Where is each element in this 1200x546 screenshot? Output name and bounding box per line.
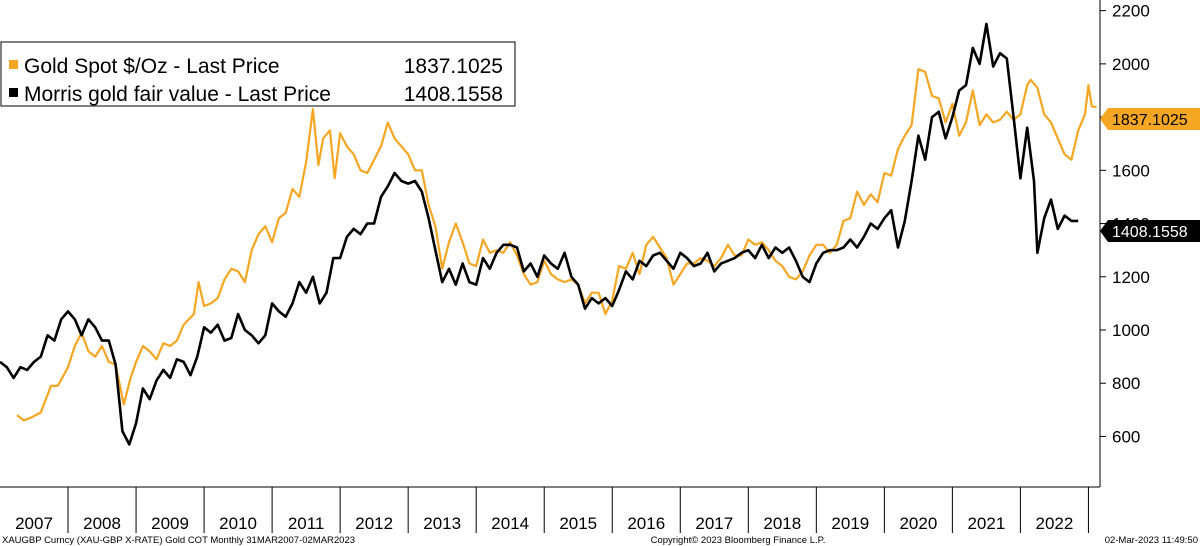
gold-value-tag: 1837.1025 (1100, 108, 1200, 130)
y-tick-label: 600 (1112, 427, 1140, 446)
x-tick-label: 2008 (83, 514, 121, 533)
footer-copyright: Copyright© 2023 Bloomberg Finance L.P. (651, 535, 826, 546)
x-tick-label: 2011 (288, 514, 325, 533)
x-tick-label: 2009 (151, 514, 189, 533)
legend: Gold Spot $/Oz - Last Price 1837.1025 Mo… (0, 41, 516, 107)
x-tick-label: 2007 (15, 514, 53, 533)
fair-value-tag-shape (1100, 220, 1200, 242)
legend-value-gold: 1837.1025 (404, 55, 503, 78)
y-tick-label: 800 (1112, 374, 1140, 393)
fair-value-line (0, 22, 1079, 446)
x-tick-label: 2010 (219, 514, 257, 533)
legend-label-gold: Gold Spot $/Oz - Last Price (24, 55, 280, 78)
fair-value-tag-text: 1408.1558 (1112, 224, 1188, 241)
x-tick-label: 2014 (491, 514, 529, 533)
legend-box (0, 41, 516, 107)
y-tick-label: 1200 (1112, 268, 1150, 287)
legend-swatch-fair (9, 88, 18, 97)
legend-value-fair: 1408.1558 (404, 83, 503, 106)
fair-value-tag: 1408.1558 (1100, 220, 1200, 242)
x-tick-label: 2012 (355, 514, 393, 533)
y-tick-label: 2000 (1112, 55, 1150, 74)
x-tick-label: 2013 (423, 514, 461, 533)
x-axis-ticks: 2007 2008 2009 2010 2011 2012 2013 2014 2015 2016… (15, 487, 1089, 533)
x-tick-label: 2018 (763, 514, 801, 533)
footer-source: XAUGBP Curncy (XAU-GBP X-RATE) Gold COT … (2, 535, 355, 546)
gold-value-tag-text: 1837.1025 (1112, 112, 1188, 129)
x-tick-label: 2022 (1036, 514, 1074, 533)
y-tick-label: 2200 (1112, 2, 1150, 21)
y-tick-label: 1600 (1112, 161, 1150, 180)
x-tick-label: 2016 (627, 514, 665, 533)
y-tick-label: 1000 (1112, 321, 1150, 340)
gold-spot-line (16, 68, 1097, 422)
x-tick-label: 2020 (899, 514, 937, 533)
footer-timestamp: 02-Mar-2023 11:49:50 (1105, 535, 1198, 546)
x-tick-label: 2021 (967, 514, 1005, 533)
x-tick-label: 2015 (559, 514, 597, 533)
x-tick-label: 2017 (695, 514, 733, 533)
x-tick-label: 2019 (831, 514, 869, 533)
legend-label-fair: Morris gold fair value - Last Price (24, 83, 331, 106)
series-lines (0, 22, 1097, 446)
gold-value-tag-shape (1100, 108, 1200, 130)
legend-swatch-gold (9, 60, 18, 69)
